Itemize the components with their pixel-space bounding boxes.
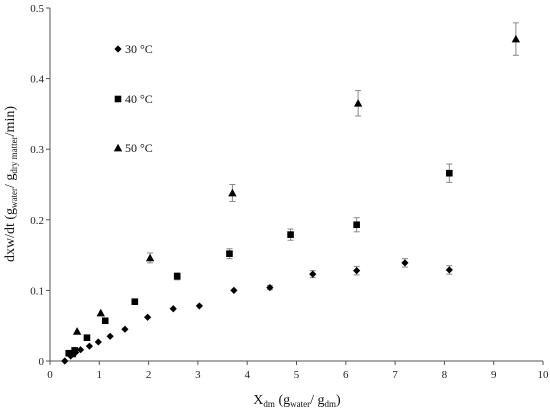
data-point-triangle: [96, 308, 105, 317]
data-point-triangle: [67, 349, 77, 358]
data-point-diamond: [195, 302, 203, 310]
x-tick-label: 6: [343, 369, 349, 381]
x-tick-label: 10: [538, 369, 550, 381]
x-tick-label: 9: [491, 369, 497, 381]
data-point-diamond: [266, 283, 274, 292]
data-point-square: [71, 347, 78, 354]
x-tick-label: 2: [146, 369, 152, 381]
data-point-diamond: [85, 342, 94, 350]
legend-marker-triangle: [113, 143, 123, 152]
data-point-diamond: [144, 313, 152, 321]
data-point-diamond: [401, 259, 409, 267]
data-point-square: [65, 349, 73, 357]
y-axis-label: dxw/dt (gwater/ gdry matter/min): [3, 106, 19, 262]
data-point-diamond: [230, 286, 238, 294]
data-point-diamond: [353, 267, 361, 275]
y-tick-label: 0.4: [30, 74, 44, 86]
data-point-square: [83, 334, 91, 342]
data-point-square: [131, 298, 139, 305]
error-bars: [147, 22, 519, 291]
data-point-square: [446, 169, 453, 177]
legend-label: 50 °C: [125, 141, 153, 155]
legend-label: 30 °C: [125, 42, 153, 56]
data-point-diamond: [94, 338, 102, 346]
data-point-diamond: [445, 266, 453, 274]
data-point-diamond: [61, 357, 69, 365]
x-tick-label: 5: [294, 369, 300, 381]
data-point-triangle: [72, 327, 82, 335]
y-tick-label: 0: [39, 356, 45, 368]
y-tick-label: 0.3: [30, 144, 44, 156]
data-point-triangle: [353, 99, 363, 107]
legend: 30 °C 40 °C 50 °C: [113, 42, 153, 155]
data-point-square: [353, 221, 360, 229]
x-axis-label: Xdm (gwater/ gdm): [253, 393, 341, 409]
x-axis-ticks: 0 1 2 3 4 5 6 7 8 9 10: [47, 361, 549, 381]
axes: [49, 8, 543, 362]
y-tick-label: 0.2: [30, 215, 44, 227]
y-tick-label: 0.5: [30, 3, 44, 15]
data-point-square: [101, 317, 109, 325]
data-point-diamond: [121, 325, 129, 333]
x-tick-label: 0: [47, 369, 53, 381]
y-axis-ticks: 0 0.1 0.2 0.3 0.4 0.5: [30, 3, 50, 368]
x-tick-label: 4: [244, 369, 250, 381]
data-point-diamond: [106, 332, 114, 340]
data-points: [61, 34, 521, 365]
x-tick-label: 3: [195, 369, 201, 381]
x-tick-label: 8: [442, 369, 448, 381]
data-point-diamond: [309, 270, 317, 278]
legend-label: 40 °C: [125, 92, 153, 106]
data-point-diamond: [169, 305, 177, 313]
legend-marker-square: [114, 95, 122, 103]
data-point-square: [287, 231, 294, 238]
data-point-triangle: [228, 188, 237, 197]
x-tick-label: 1: [97, 369, 103, 381]
data-point-square: [173, 272, 181, 280]
x-tick-label: 7: [392, 369, 398, 381]
legend-marker-diamond: [114, 45, 122, 53]
data-point-diamond: [76, 346, 85, 354]
data-point-square: [226, 250, 233, 257]
data-point-triangle: [511, 34, 521, 43]
y-tick-label: 0.1: [30, 285, 44, 297]
data-point-triangle: [145, 253, 155, 262]
